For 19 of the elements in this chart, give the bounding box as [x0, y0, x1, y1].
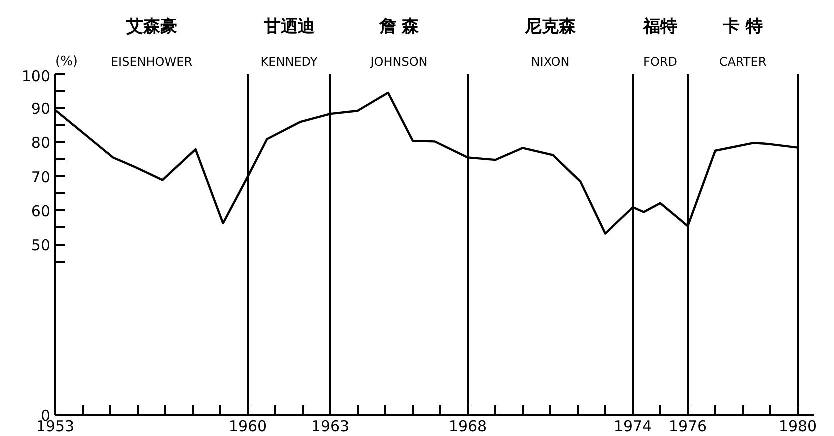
y-tick-label: 80 — [31, 134, 51, 152]
x-tick-label: 1980 — [778, 418, 818, 436]
x-tick-label: 1976 — [668, 418, 708, 436]
y-tick-label: 70 — [31, 168, 51, 186]
y-tick-label: 60 — [31, 202, 51, 220]
x-tick-label: 1960 — [228, 418, 268, 436]
text: 詹 森 JOHNSON — [370, 17, 428, 70]
text: 艾森豪 EISENHOWER — [110, 17, 193, 70]
x-tick-label: 1963 — [311, 418, 350, 436]
text: 卡 特 CARTER — [719, 17, 767, 70]
y-tick-label: 50 — [31, 236, 51, 254]
text: 福特 FORD — [642, 17, 678, 70]
text: 尼克森 NIXON — [524, 17, 577, 70]
y-tick-label: 100 — [22, 68, 51, 86]
x-tick-label: 1968 — [448, 418, 488, 436]
x-tick-label: 1974 — [614, 418, 652, 436]
y-axis-title: (%) — [56, 54, 78, 70]
y-tick-label: 90 — [31, 100, 51, 118]
text: 甘迺迪 KENNEDY — [260, 17, 318, 70]
